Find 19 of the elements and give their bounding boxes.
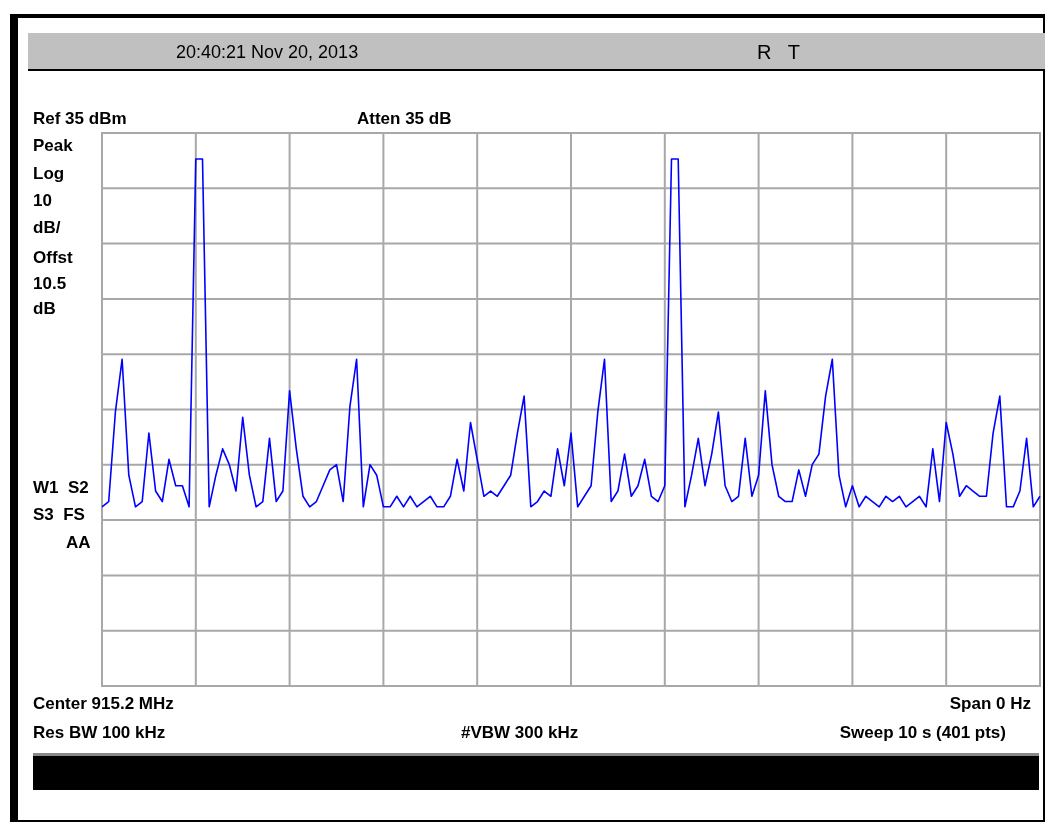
text: dB <box>33 299 56 319</box>
text: Atten 35 dB <box>357 109 452 129</box>
text: Center 915.2 MHz <box>33 694 174 714</box>
text: dB/ <box>33 218 61 238</box>
text: R T <box>757 41 800 63</box>
text: Offst <box>33 248 73 268</box>
text: #VBW 300 kHz <box>461 723 579 743</box>
text: Log <box>33 164 65 184</box>
text: Ref 35 dBm <box>33 109 127 129</box>
text: Res BW 100 kHz <box>33 723 166 743</box>
text: 20:40:21 Nov 20, 2013 <box>176 42 359 62</box>
text: 10.5 <box>33 274 67 294</box>
text: AA <box>66 533 91 553</box>
text: Sweep 10 s (401 pts) <box>839 723 1006 743</box>
text: Span 0 Hz <box>949 694 1031 714</box>
text: S3 FS <box>33 505 85 525</box>
text: W1 S2 <box>33 478 89 498</box>
text: Peak <box>33 136 73 156</box>
text: 10 <box>33 191 52 211</box>
